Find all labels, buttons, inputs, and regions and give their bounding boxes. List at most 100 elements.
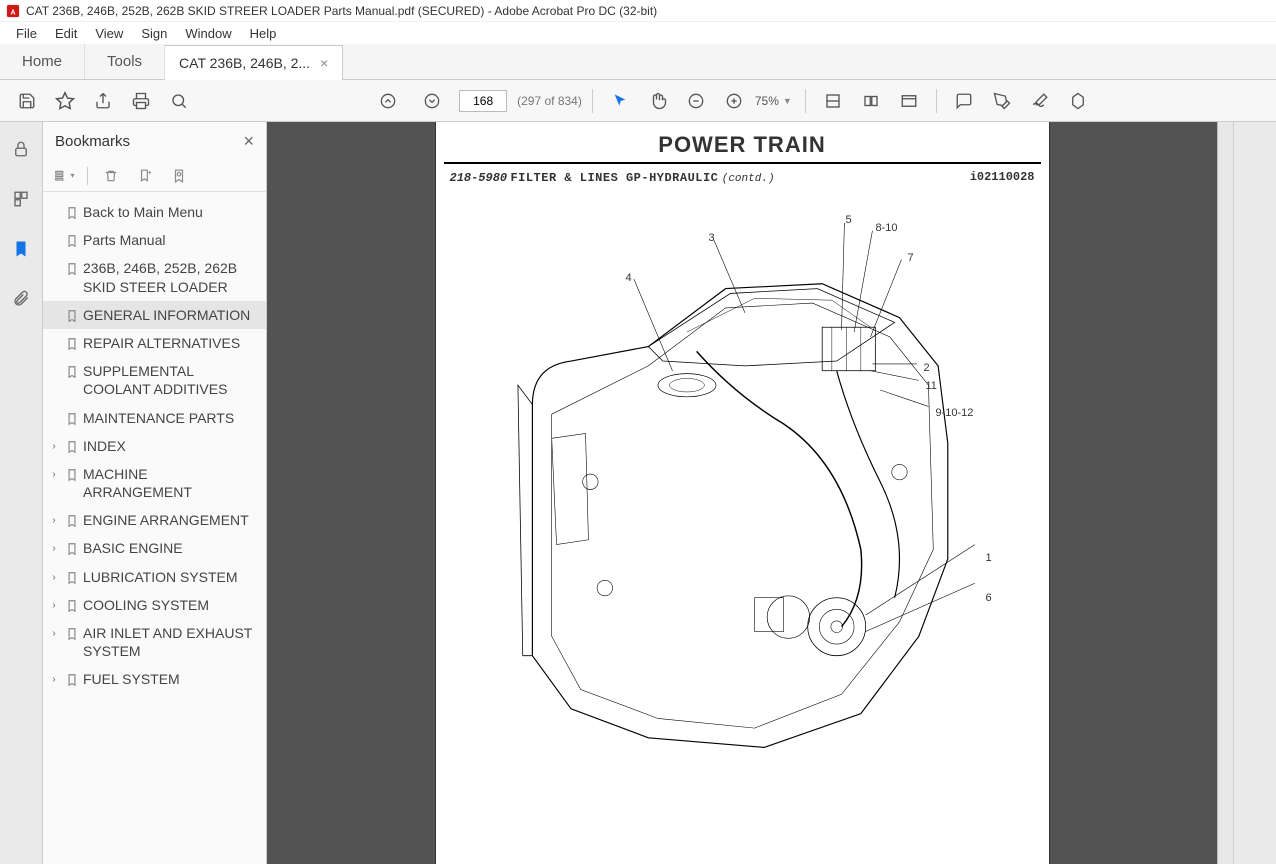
zoom-in-button[interactable] [717, 84, 751, 118]
bookmark-options-icon[interactable]: ▾ [53, 165, 75, 187]
bookmark-label: INDEX [83, 437, 258, 455]
expand-arrow-icon[interactable]: › [47, 542, 61, 555]
tab-document[interactable]: CAT 236B, 246B, 2... × [165, 45, 343, 80]
sign-button[interactable] [1023, 84, 1057, 118]
diagram-callout: 7 [908, 252, 914, 264]
bookmark-label: FUEL SYSTEM [83, 670, 258, 688]
more-tools-button[interactable] [1061, 84, 1095, 118]
bookmark-label: MACHINE ARRANGEMENT [83, 465, 258, 501]
bookmarks-tools: ▾ [43, 160, 266, 192]
close-tab-icon[interactable]: × [320, 55, 328, 71]
read-mode-button[interactable] [892, 84, 926, 118]
menu-edit[interactable]: Edit [47, 24, 85, 43]
page-up-button[interactable] [371, 84, 405, 118]
expand-arrow-icon[interactable]: › [47, 627, 61, 640]
bookmark-item[interactable]: Parts Manual [43, 226, 266, 254]
bookmark-label: LUBRICATION SYSTEM [83, 568, 258, 586]
comment-button[interactable] [947, 84, 981, 118]
chevron-down-icon: ▼ [783, 96, 792, 106]
diagram-callout: 5 [846, 214, 852, 226]
page-down-button[interactable] [415, 84, 449, 118]
attachments-icon[interactable] [6, 284, 36, 314]
new-bookmark-icon[interactable] [134, 165, 156, 187]
bookmark-label: Back to Main Menu [83, 203, 258, 221]
hand-tool-button[interactable] [641, 84, 675, 118]
share-button[interactable] [86, 84, 120, 118]
bookmark-label: ENGINE ARRANGEMENT [83, 511, 258, 529]
menu-file[interactable]: File [8, 24, 45, 43]
bookmarks-icon[interactable] [6, 234, 36, 264]
print-button[interactable] [124, 84, 158, 118]
thumbnails-icon[interactable] [6, 184, 36, 214]
pdf-icon: A [6, 4, 20, 18]
lock-icon[interactable] [6, 134, 36, 164]
bookmark-item[interactable]: GENERAL INFORMATION [43, 301, 266, 329]
menu-window[interactable]: Window [177, 24, 239, 43]
document-scroll-area[interactable]: POWER TRAIN 218-5980 FILTER & LINES GP-H… [267, 122, 1217, 864]
tab-tools[interactable]: Tools [85, 44, 165, 79]
selection-tool-button[interactable] [603, 84, 637, 118]
zoom-level-dropdown[interactable]: 75% ▼ [755, 94, 795, 108]
continued-label: (contd.) [722, 173, 775, 185]
close-panel-icon[interactable]: × [243, 131, 254, 152]
zoom-out-button[interactable] [679, 84, 713, 118]
bookmark-item[interactable]: MAINTENANCE PARTS [43, 404, 266, 432]
bookmark-item[interactable]: › ENGINE ARRANGEMENT [43, 506, 266, 534]
expand-arrow-icon[interactable]: › [47, 468, 61, 481]
find-bookmark-icon[interactable] [168, 165, 190, 187]
tab-home[interactable]: Home [0, 44, 85, 79]
expand-arrow-icon[interactable]: › [47, 514, 61, 527]
part-number: 218-5980 [450, 171, 508, 185]
bookmark-item[interactable]: SUPPLEMENTAL COOLANT ADDITIVES [43, 357, 266, 403]
bookmark-item[interactable]: Back to Main Menu [43, 198, 266, 226]
bookmarks-header: Bookmarks × [43, 122, 266, 160]
bookmark-item[interactable]: ›BASIC ENGINE [43, 534, 266, 562]
find-button[interactable] [162, 84, 196, 118]
bookmark-item[interactable]: › AIR INLET AND EXHAUST SYSTEM [43, 619, 266, 665]
bookmark-item[interactable]: › MACHINE ARRANGEMENT [43, 460, 266, 506]
technical-diagram: 4358-1072119-10-1216 [446, 192, 1039, 849]
bookmarks-tree[interactable]: Back to Main Menu Parts Manual 236B, 246B,… [43, 192, 266, 864]
menu-view[interactable]: View [87, 24, 131, 43]
expand-arrow-icon[interactable]: › [47, 571, 61, 584]
bookmark-label: Parts Manual [83, 231, 258, 249]
pdf-page: POWER TRAIN 218-5980 FILTER & LINES GP-H… [435, 122, 1050, 864]
right-rail[interactable] [1233, 122, 1276, 864]
fit-width-button[interactable] [816, 84, 850, 118]
menu-bar: File Edit View Sign Window Help [0, 22, 1276, 44]
menu-help[interactable]: Help [242, 24, 285, 43]
bookmark-item[interactable]: 236B, 246B, 252B, 262B SKID STEER LOADER [43, 254, 266, 300]
diagram-callout: 3 [709, 232, 715, 244]
save-button[interactable] [10, 84, 44, 118]
bookmarks-panel: Bookmarks × ▾ Back to Main Menu Parts Man… [43, 122, 267, 864]
fit-page-button[interactable] [854, 84, 888, 118]
part-name: FILTER & LINES GP-HYDRAULIC [510, 171, 718, 185]
menu-sign[interactable]: Sign [133, 24, 175, 43]
expand-arrow-icon[interactable]: › [47, 599, 61, 612]
bookmark-item[interactable]: › LUBRICATION SYSTEM [43, 563, 266, 591]
bookmark-item[interactable]: › FUEL SYSTEM [43, 665, 266, 693]
expand-arrow-icon[interactable]: › [47, 673, 61, 686]
expand-arrow-icon[interactable]: › [47, 440, 61, 453]
page-number-input[interactable] [459, 90, 507, 112]
diagram-callout: 4 [626, 272, 632, 284]
svg-text:A: A [10, 9, 15, 16]
bookmark-label: 236B, 246B, 252B, 262B SKID STEER LOADER [83, 259, 258, 295]
bookmark-label: AIR INLET AND EXHAUST SYSTEM [83, 624, 258, 660]
tab-document-label: CAT 236B, 246B, 2... [179, 55, 310, 71]
bookmark-item[interactable]: › INDEX [43, 432, 266, 460]
bookmark-item[interactable]: REPAIR ALTERNATIVES [43, 329, 266, 357]
main-area: Bookmarks × ▾ Back to Main Menu Parts Man… [0, 122, 1276, 864]
page-count-label: (297 of 834) [517, 94, 582, 108]
diagram-area: 4358-1072119-10-1216 FWD [446, 192, 1039, 864]
delete-bookmark-icon[interactable] [100, 165, 122, 187]
vertical-scrollbar[interactable] [1217, 122, 1233, 864]
bookmark-item[interactable]: ›COOLING SYSTEM [43, 591, 266, 619]
highlight-button[interactable] [985, 84, 1019, 118]
bookmark-label: MAINTENANCE PARTS [83, 409, 258, 427]
bookmark-label: REPAIR ALTERNATIVES [83, 334, 258, 352]
bookmark-label: GENERAL INFORMATION [83, 306, 258, 324]
reference-number: i02110028 [970, 170, 1035, 185]
diagram-callout: 1 [986, 552, 992, 564]
star-button[interactable] [48, 84, 82, 118]
